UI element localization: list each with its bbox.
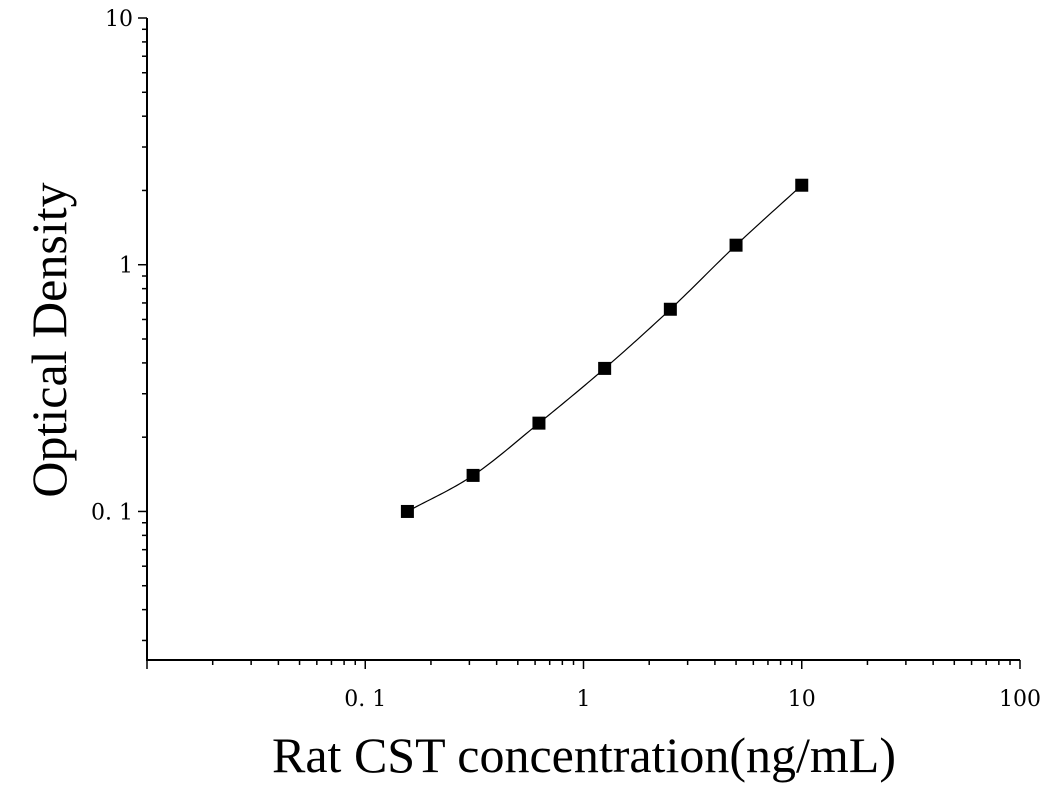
ticks (138, 17, 1021, 669)
data-point (466, 468, 480, 482)
fit-curve (407, 184, 803, 512)
tick-labels: 0. 1 1 10 100 10 1 0. 1 (91, 7, 1041, 712)
data-points (400, 178, 809, 518)
data-point (729, 238, 743, 252)
axes (146, 18, 1020, 661)
y-tick-label: 1 (119, 254, 133, 279)
y-tick-label: 0. 1 (91, 500, 133, 525)
data-point (663, 302, 677, 316)
y-tick-label: 10 (105, 7, 133, 32)
data-point (400, 504, 414, 518)
data-point (532, 416, 546, 430)
x-tick-label: 10 (788, 687, 816, 712)
y-axis-title: Optical Density (21, 182, 77, 497)
data-point (795, 178, 809, 192)
x-axis-title: Rat CST concentration(ng/mL) (272, 727, 896, 783)
data-point (598, 361, 612, 375)
x-tick-label: 100 (999, 687, 1041, 712)
x-tick-label: 0. 1 (344, 687, 386, 712)
x-tick-label: 1 (577, 687, 591, 712)
